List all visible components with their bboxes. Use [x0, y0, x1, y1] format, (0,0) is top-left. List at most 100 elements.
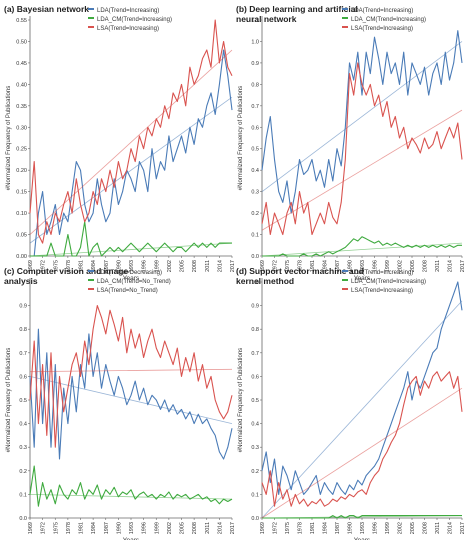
trend-line	[261, 41, 463, 192]
y-tick-label: 0.2	[251, 211, 259, 217]
y-tick-label: 0.0	[251, 254, 259, 260]
x-axis-label: Years	[123, 275, 140, 282]
x-tick-label: 1969	[28, 260, 34, 272]
x-tick-label: 1972	[273, 522, 279, 534]
x-tick-label: 1984	[323, 260, 329, 272]
x-tick-label: 2005	[410, 522, 416, 534]
y-tick-label: 0.2	[19, 469, 27, 475]
y-tick-label: 0.3	[19, 445, 27, 451]
chart-panel-1: (a) Bayesian network LDA(Trend=Increasing…	[4, 4, 236, 282]
x-tick-label: 1981	[79, 522, 85, 534]
x-tick-label: 2008	[192, 260, 198, 272]
x-tick-label: 1981	[310, 260, 316, 272]
x-tick-label: 1987	[335, 260, 341, 272]
x-tick-label: 1969	[260, 522, 266, 534]
legend-label: LDA_CM(Trend=Increasing)	[351, 279, 426, 285]
series-line	[261, 62, 463, 236]
y-tick-label: 0.00	[16, 254, 27, 260]
chart-title-line: (c) Computer vision and image	[4, 266, 128, 276]
x-tick-label: 2017	[460, 522, 466, 534]
y-tick-label: 0.25	[16, 147, 27, 153]
chart-title: (a) Bayesian network	[4, 4, 89, 14]
legend-label: LSA(Trend=Increasing)	[97, 26, 159, 32]
x-tick-label: 1978	[66, 522, 72, 534]
y-tick-label: 0.2	[251, 469, 259, 475]
chart-panel-4: (d) Support vector machine and kernel met…	[236, 266, 466, 540]
series-line	[30, 49, 233, 257]
x-tick-label: 1972	[41, 260, 47, 272]
y-tick-label: 0.3	[251, 190, 259, 196]
x-tick-label: 1993	[360, 522, 366, 534]
x-tick-label: 2008	[192, 522, 198, 534]
x-tick-label: 1975	[285, 260, 291, 272]
x-tick-label: 1984	[91, 522, 97, 534]
series-line	[261, 371, 463, 507]
x-tick-label: 2014	[448, 522, 454, 534]
x-tick-label: 1996	[142, 522, 148, 534]
y-tick-label: 0.4	[251, 422, 259, 428]
y-tick-label: 0.8	[251, 327, 259, 333]
x-tick-label: 1978	[66, 260, 72, 272]
x-axis-label: Years	[354, 275, 371, 282]
x-tick-label: 2005	[410, 260, 416, 272]
x-tick-label: 2002	[398, 260, 404, 272]
legend-label: LDA(Trend=Decreasing)	[97, 270, 162, 276]
x-tick-label: 1999	[385, 260, 391, 272]
x-tick-label: 2011	[435, 522, 441, 534]
legend-label: LDA(Trend=Increasing)	[351, 270, 413, 276]
y-tick-label: 0.6	[19, 374, 27, 380]
y-tick-label: 0.7	[19, 351, 27, 357]
chart-title-line: analysis	[4, 276, 38, 286]
series-line	[29, 19, 233, 244]
y-tick-label: 0.45	[16, 61, 27, 67]
x-tick-label: 1996	[373, 522, 379, 534]
y-tick-label: 0.8	[251, 82, 259, 88]
x-tick-label: 2002	[398, 522, 404, 534]
trend-line	[29, 49, 233, 235]
series-line	[261, 30, 463, 214]
x-tick-label: 1981	[310, 522, 316, 534]
x-tick-label: 1996	[142, 260, 148, 272]
series-line	[30, 221, 232, 257]
legend-label: LSA(Trend=Increasing)	[351, 288, 413, 294]
y-tick-label: 0.8	[19, 327, 27, 333]
x-tick-label: 1993	[129, 260, 135, 272]
y-tick-label: 0.35	[16, 104, 27, 110]
trend-line	[29, 376, 233, 424]
chart-title-line: (d) Support vector machine and	[236, 266, 364, 276]
x-tick-label: 1975	[285, 522, 291, 534]
series-line	[261, 281, 463, 495]
x-tick-label: 1984	[91, 260, 97, 272]
x-tick-label: 1996	[373, 260, 379, 272]
y-tick-label: 0.05	[16, 233, 27, 239]
y-tick-label: 0.0	[19, 516, 27, 522]
x-tick-label: 2002	[167, 260, 173, 272]
trend-line	[29, 494, 233, 500]
legend-label: LDA_CM(Trend=Increasing)	[97, 17, 172, 23]
y-tick-label: 0.9	[251, 304, 259, 310]
x-tick-label: 1984	[323, 522, 329, 534]
y-tick-label: 0.5	[251, 398, 259, 404]
y-tick-label: 0.30	[16, 125, 27, 131]
chart-title-line: kernel method	[236, 276, 294, 286]
x-axis-label: Years	[354, 537, 371, 540]
chart-title-line: neural network	[236, 14, 297, 24]
x-tick-label: 1975	[53, 260, 59, 272]
series-line	[29, 328, 233, 460]
y-tick-label: 0.9	[251, 61, 259, 67]
legend-label: LSA(Trend=No_Trend)	[97, 288, 158, 294]
y-tick-label: 0.4	[251, 168, 259, 174]
y-tick-label: 0.15	[16, 190, 27, 196]
y-tick-label: 0.20	[16, 168, 27, 174]
x-tick-label: 2011	[435, 260, 441, 272]
y-tick-label: 0.1	[251, 233, 259, 239]
chart-title-line: (b) Deep learning and artificial	[236, 4, 358, 14]
y-axis-label: #Normalized Frequency of Publications	[6, 86, 12, 190]
x-tick-label: 2011	[205, 260, 211, 272]
x-tick-label: 1987	[104, 522, 110, 534]
x-tick-label: 1990	[348, 522, 354, 534]
y-tick-label: 0.5	[251, 147, 259, 153]
chart-panel-3: (c) Computer vision and image analysis LDA…	[4, 266, 236, 540]
y-tick-label: 0.6	[251, 125, 259, 131]
x-tick-label: 2017	[460, 260, 466, 272]
